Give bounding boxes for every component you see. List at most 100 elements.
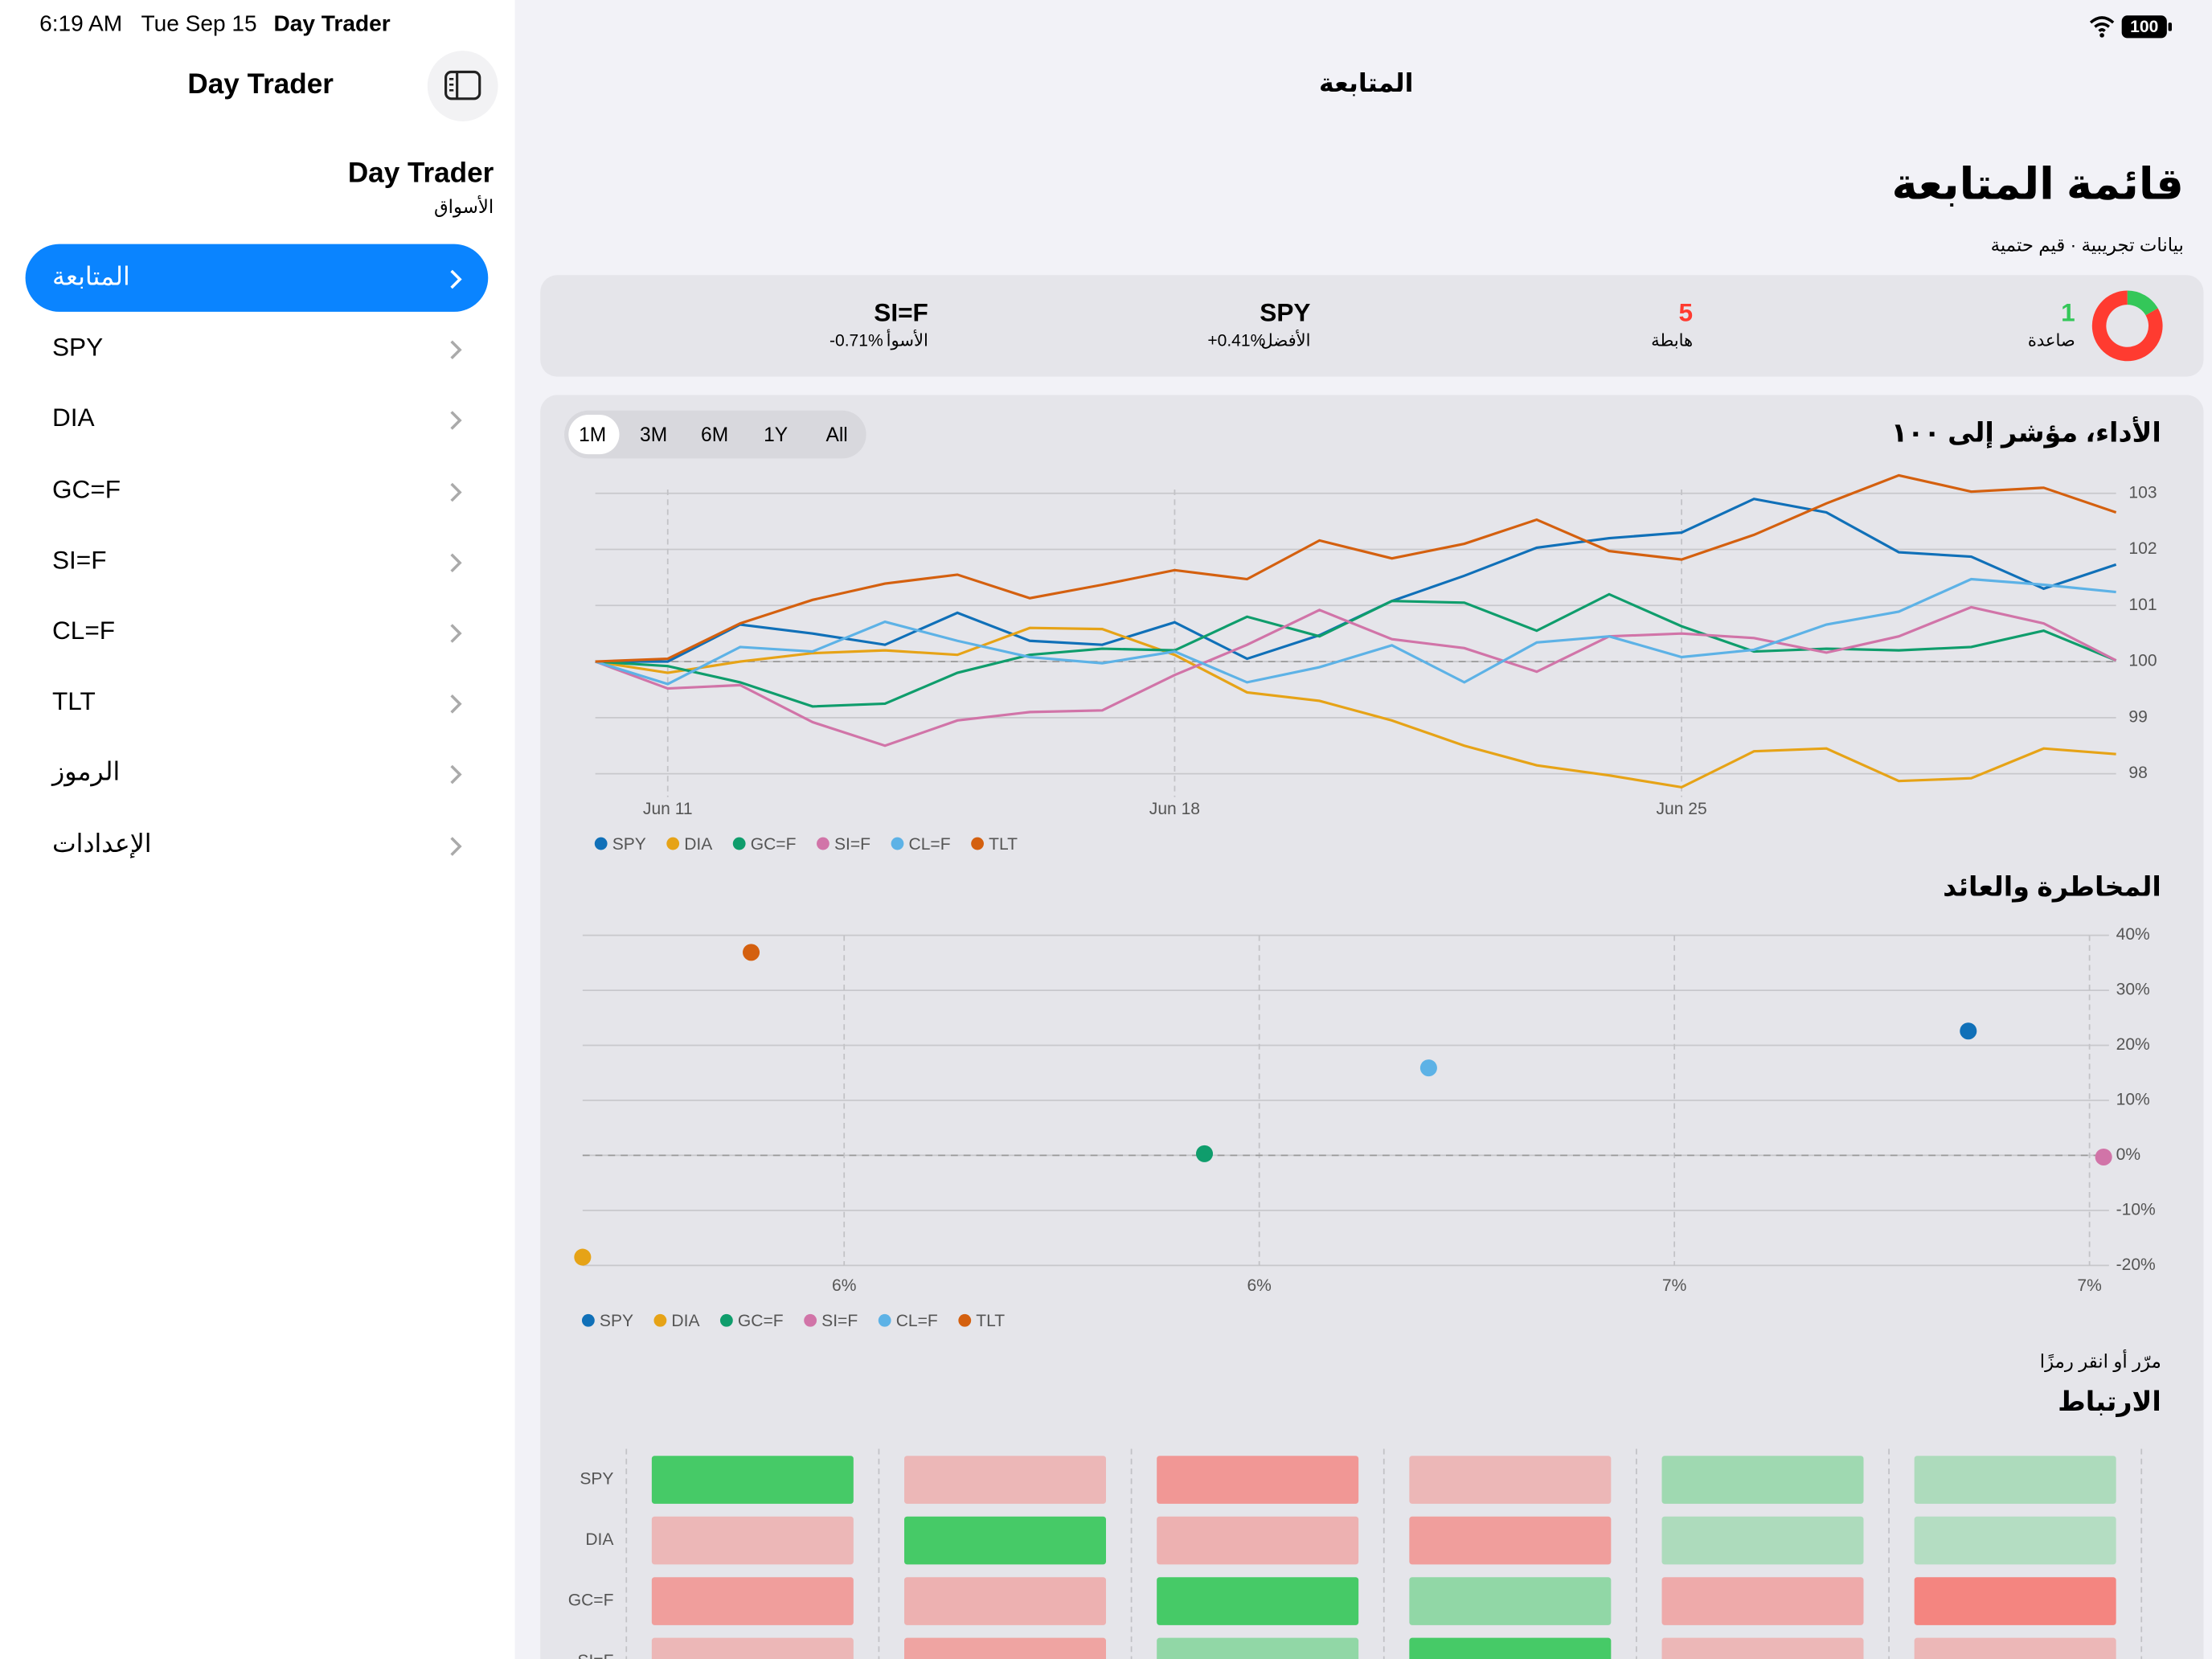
scatter-point[interactable] <box>1419 1059 1437 1077</box>
legend-swatch <box>817 837 830 850</box>
range-selected <box>568 414 620 455</box>
x-tick-label: 7% <box>2077 1276 2101 1295</box>
range-button[interactable]: All <box>825 424 847 446</box>
row-label: GC=F <box>568 1591 614 1610</box>
heat-cell[interactable] <box>904 1577 1106 1625</box>
nav-item[interactable]: CL=F <box>26 598 489 666</box>
heat-cell[interactable] <box>651 1577 854 1625</box>
heat-cell[interactable] <box>904 1637 1106 1659</box>
nav-item[interactable]: الإعدادات <box>26 810 489 878</box>
legend-swatch <box>891 837 904 850</box>
battery-level: 100 <box>2130 18 2158 36</box>
sidebar-toggle[interactable] <box>427 51 498 121</box>
legend-label: DIA <box>671 1312 699 1330</box>
nav-label: TLT <box>51 687 96 716</box>
heat-cell[interactable] <box>651 1637 854 1659</box>
scatter-point[interactable] <box>1960 1022 1977 1040</box>
legend-swatch <box>958 1313 972 1327</box>
heat-cell[interactable] <box>1914 1456 2116 1504</box>
nav-item[interactable]: DIA <box>26 386 489 453</box>
scatter-point[interactable] <box>743 944 760 961</box>
sidebar: 6:19 AM Tue Sep 15 Day Trader Day Trader… <box>0 0 515 1659</box>
wifi-battery: 100 <box>2089 15 2172 39</box>
chevron <box>450 765 462 785</box>
heat-cell[interactable] <box>1409 1637 1612 1659</box>
x-tick-label: 6% <box>1247 1276 1271 1295</box>
best-label: الأفضل <box>1260 330 1310 350</box>
series-line <box>595 626 2116 789</box>
heat-cell[interactable] <box>1409 1516 1612 1565</box>
status-app: Day Trader <box>273 12 391 37</box>
legend-label: GC=F <box>738 1312 784 1330</box>
nav-label: GC=F <box>51 474 121 503</box>
x-tick-label: Jun 18 <box>1149 800 1200 818</box>
legend-label: CL=F <box>909 835 951 854</box>
worst-symbol: SI=F <box>874 298 928 327</box>
nav-item[interactable]: TLT <box>26 669 489 736</box>
heat-cell[interactable] <box>904 1456 1106 1504</box>
chart-title: الأداء، مؤشر إلى ١٠٠ <box>1891 416 2161 449</box>
legend-swatch <box>878 1313 891 1327</box>
nav-label: الرموز <box>51 758 121 787</box>
status-icons: 100 <box>2085 13 2184 48</box>
legend-label: TLT <box>976 1312 1005 1330</box>
row-label: SI=F <box>577 1652 613 1659</box>
page-title: قائمة المتابعة <box>1891 159 2184 209</box>
heat-cell[interactable] <box>1157 1456 1359 1504</box>
legend-swatch <box>594 837 608 850</box>
chevron <box>450 482 462 502</box>
sidebar-icon <box>444 70 481 100</box>
heat-cell[interactable] <box>1409 1577 1612 1625</box>
legend-label: GC=F <box>751 835 797 854</box>
heat-cell[interactable] <box>1914 1577 2116 1625</box>
range-button[interactable]: 1M <box>579 424 606 446</box>
scatter-point[interactable] <box>2095 1148 2112 1166</box>
best-change: +0.41% <box>1207 331 1265 350</box>
heat-cell[interactable] <box>1157 1637 1359 1659</box>
heat-cell[interactable] <box>1157 1516 1359 1565</box>
heat-cell[interactable] <box>651 1456 854 1504</box>
heat-cell[interactable] <box>1157 1577 1359 1625</box>
heat-cell[interactable] <box>1914 1516 2116 1565</box>
heat-cell[interactable] <box>1914 1637 2116 1659</box>
heat-cell[interactable] <box>651 1516 854 1565</box>
heat-cell[interactable] <box>904 1516 1106 1565</box>
nav-label: CL=F <box>51 616 116 645</box>
y-tick-label: 20% <box>2116 1035 2150 1054</box>
heat-cell[interactable] <box>1661 1637 1864 1659</box>
worst-change: -0.71% <box>830 331 883 350</box>
range-button[interactable]: 1Y <box>764 424 788 446</box>
donut-up <box>2127 290 2158 316</box>
nav-label: المتابعة <box>51 262 130 291</box>
x-tick-label: Jun 25 <box>1656 800 1706 818</box>
y-tick-label: 99 <box>2128 707 2147 726</box>
legend-label: SI=F <box>821 1312 858 1330</box>
y-tick-label: 101 <box>2128 596 2157 614</box>
heat-cell[interactable] <box>1661 1516 1864 1565</box>
range-button[interactable]: 3M <box>640 424 667 446</box>
scatter-point[interactable] <box>1195 1145 1214 1162</box>
nav-item[interactable]: الرموز <box>26 739 489 807</box>
heat-cell[interactable] <box>1661 1456 1864 1504</box>
nav-item[interactable]: GC=F <box>26 457 489 524</box>
nav-label: SPY <box>51 333 104 362</box>
chevron <box>450 624 462 643</box>
summary-card <box>540 275 2204 377</box>
row-label: SPY <box>580 1470 613 1489</box>
range-button[interactable]: 6M <box>701 424 728 446</box>
hint: مرّر أو انقر رمزًا <box>2040 1349 2161 1372</box>
nav-label: DIA <box>51 403 95 432</box>
sidebar-header: Day Trader <box>347 158 494 190</box>
scatter-point[interactable] <box>574 1248 592 1266</box>
heat-cell[interactable] <box>1661 1577 1864 1625</box>
up-count: 1 <box>2061 298 2075 327</box>
nav-item[interactable]: SPY <box>26 315 489 383</box>
legend-swatch <box>719 1313 733 1327</box>
heat-cell[interactable] <box>1409 1456 1612 1504</box>
nav-item[interactable]: المتابعة <box>25 244 489 312</box>
nav-item[interactable]: SI=F <box>26 527 489 595</box>
chart-title: المخاطرة والعائد <box>1943 873 2161 903</box>
y-tick-label: 40% <box>2116 925 2150 944</box>
